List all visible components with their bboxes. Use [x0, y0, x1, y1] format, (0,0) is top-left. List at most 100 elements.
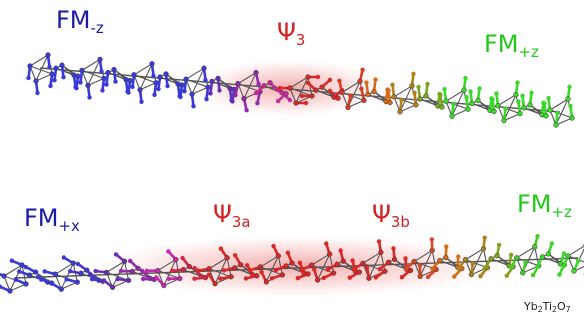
- top-chain-cell: [52, 62, 81, 91]
- bottom-chain-spin-arrowhead: [430, 266, 435, 271]
- top-chain-spin-arrowhead: [255, 100, 260, 106]
- bottom-chain-cell: [377, 246, 414, 280]
- fm-plus-x-sub: +x: [58, 217, 80, 236]
- bottom-chain-ion: [462, 256, 469, 263]
- top-chain-bond: [289, 76, 309, 89]
- bottom-chain-bond: [567, 245, 584, 257]
- bottom-chain-ion: [378, 249, 384, 255]
- bottom-chain-ion: [514, 255, 520, 261]
- top-chain-spin-arrowhead: [327, 77, 333, 83]
- top-chain-ion: [309, 93, 315, 99]
- bottom-chain-bond: [573, 266, 584, 272]
- bottom-chain-spin-arrowhead: [338, 248, 343, 253]
- top-chain-spin-arrowhead: [451, 102, 456, 107]
- bottom-chain-ion: [26, 272, 33, 278]
- fm-plus-z-top-label: FM+z: [484, 32, 539, 60]
- top-chain-cell: [253, 80, 293, 104]
- top-chain-spin-arrowhead: [52, 78, 57, 83]
- top-chain-spin-arrowhead: [277, 85, 283, 91]
- top-chain-ion: [357, 78, 363, 85]
- top-chain-bond: [139, 63, 153, 91]
- bottom-chain-spin-arrowhead: [470, 261, 475, 266]
- bottom-chain-spin-arrowhead: [523, 259, 528, 265]
- bottom-chain-spin-arrowhead: [347, 275, 352, 280]
- top-chain-spin-arrowhead: [204, 97, 209, 102]
- bottom-chain-bond: [265, 255, 279, 283]
- top-chain-ion: [137, 87, 143, 93]
- bottom-chain-ion: [480, 245, 487, 252]
- bottom-chain-spin-arrowhead: [417, 263, 423, 268]
- psi3-main: Ψ: [277, 18, 296, 46]
- bottom-chain-bond: [54, 273, 62, 290]
- bottom-chain-ion: [571, 268, 577, 274]
- bottom-chain-spin-arrowhead: [478, 273, 483, 279]
- top-chain-spin-arrowhead: [78, 80, 83, 85]
- top-chain-spin-arrowhead: [26, 75, 31, 81]
- bottom-chain-spin-arrowhead: [399, 275, 405, 280]
- bottom-chain-ion: [19, 262, 25, 268]
- top-chain-ion: [513, 91, 519, 98]
- bottom-chain-cell: [118, 258, 157, 283]
- top-chain-bond: [307, 76, 313, 97]
- fm-minus-z-sub: -z: [90, 19, 104, 38]
- bottom-chain-ion: [279, 272, 286, 278]
- top-chain-cell: [390, 71, 419, 115]
- top-chain-ion: [439, 104, 445, 110]
- top-chain-spin-arrowhead: [275, 98, 281, 104]
- top-chain-cell: [277, 74, 321, 106]
- bottom-chain-spin-arrowhead: [425, 274, 431, 280]
- top-chain-ion: [75, 73, 81, 79]
- top-chain-bond: [133, 63, 153, 76]
- top-chain-cell: [468, 86, 497, 115]
- top-chain-ion: [417, 96, 423, 102]
- top-chain-ion: [79, 67, 85, 74]
- bottom-chain-bond: [106, 260, 125, 273]
- bottom-chain-ion: [202, 274, 209, 281]
- top-chain-ion: [553, 122, 559, 128]
- formula-yb: Yb: [524, 300, 538, 313]
- formula-o: O: [556, 300, 566, 313]
- top-chain-ion: [205, 84, 211, 90]
- top-chain-spin-arrowhead: [203, 78, 208, 83]
- top-chain-ion: [215, 75, 221, 82]
- fm-minus-z-label: FM-z: [56, 8, 104, 36]
- bottom-chain-spin-arrowhead: [0, 284, 3, 289]
- top-chain-cell: [208, 75, 237, 104]
- top-chain-spin-arrowhead: [253, 90, 259, 96]
- top-chain-bond: [549, 98, 569, 111]
- bottom-chain-spin-arrowhead: [170, 268, 175, 273]
- bottom-chain-spin-arrowhead: [377, 267, 383, 272]
- bottom-chain-bond: [3, 264, 23, 277]
- top-chain-spin-arrowhead: [99, 69, 104, 74]
- fm-plus-z-bottom-label: FM+z: [517, 192, 572, 220]
- top-chain-ion: [105, 69, 111, 76]
- psi3b-label: Ψ3b: [372, 200, 410, 230]
- bottom-chain-ion: [232, 265, 238, 271]
- bottom-chain-ion: [437, 257, 443, 264]
- formula-yb-count: 2: [537, 305, 543, 315]
- top-chain-ion: [547, 107, 553, 113]
- top-chain-ion: [49, 71, 55, 77]
- bottom-chain-spin-arrowhead: [403, 266, 409, 272]
- top-chain-cell: [546, 84, 575, 128]
- bottom-chain-spin-arrowhead: [535, 233, 540, 239]
- bottom-chain-bond: [208, 257, 228, 270]
- bottom-chain-bond: [311, 253, 330, 266]
- bottom-chain-spin-arrowhead: [364, 265, 370, 270]
- top-chain-spin-arrowhead: [477, 86, 482, 91]
- bottom-chain-cell: [325, 248, 362, 280]
- top-chain-spin-arrowhead: [315, 74, 321, 80]
- top-chain-ion: [517, 110, 523, 117]
- top-chain-ion: [443, 98, 449, 104]
- top-chain-bond: [81, 70, 89, 86]
- bottom-chain-ion: [161, 282, 167, 289]
- bottom-chain-spin-arrowhead: [561, 263, 566, 269]
- bottom-chain-bond: [470, 248, 484, 275]
- formula-o-count: 7: [565, 305, 571, 315]
- top-chain-ion: [45, 52, 51, 58]
- top-chain-spin-arrowhead: [494, 91, 499, 96]
- top-chain-ion: [365, 91, 371, 98]
- bottom-chain-spin-arrowhead: [321, 275, 326, 281]
- bottom-chain-spin-arrowhead: [508, 265, 514, 270]
- psi3b-main: Ψ: [372, 200, 391, 228]
